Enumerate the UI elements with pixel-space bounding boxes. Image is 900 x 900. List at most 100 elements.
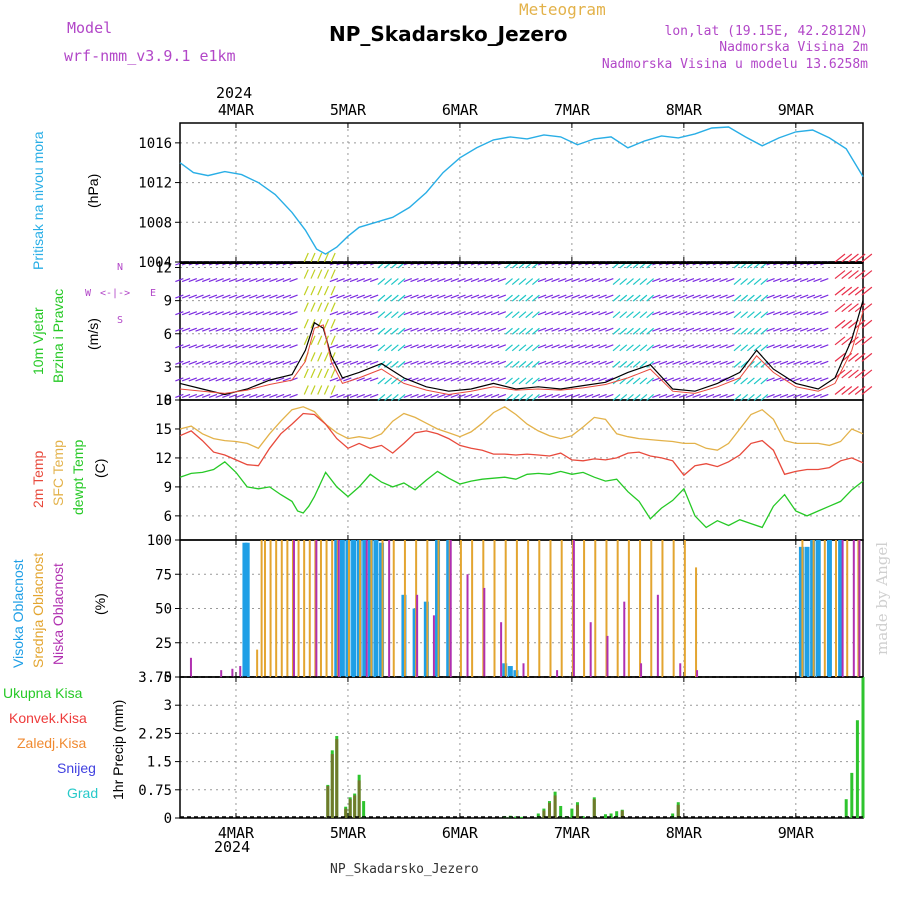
wind-arrow	[612, 294, 621, 302]
wind-arrow	[497, 393, 507, 399]
wind-arrow	[188, 311, 198, 316]
wind-arrow	[699, 277, 708, 283]
wind-arrow	[181, 344, 191, 349]
cloud-bar	[292, 540, 295, 677]
wind-arrow	[423, 294, 433, 299]
wind-arrow	[626, 394, 634, 401]
precip-bar-total	[671, 813, 675, 818]
wind-arrow	[202, 344, 211, 349]
wind-arrow	[470, 294, 480, 299]
wind-arrow	[733, 311, 742, 319]
wind-arrow	[658, 360, 668, 365]
cloud-bar	[392, 540, 395, 677]
cloud-bar	[640, 663, 643, 677]
wind-arrow	[525, 327, 534, 335]
wind-arrow	[525, 360, 534, 368]
compass-w: W	[85, 288, 92, 299]
wind-arrow	[779, 393, 789, 399]
wind-arrow	[303, 368, 309, 379]
wind-arrow	[712, 277, 722, 283]
wind-arrow	[470, 393, 480, 399]
wind-arrow	[672, 377, 681, 382]
cloud-bar	[812, 540, 815, 677]
wind-arrow	[679, 277, 688, 283]
wind-arrow	[437, 327, 446, 332]
wind-arrow	[262, 311, 271, 316]
wind-arrow	[384, 394, 393, 401]
cloud-bar	[319, 540, 322, 677]
wind-arrow	[813, 277, 822, 283]
wind-arrow	[242, 360, 251, 365]
wind-arrow	[525, 377, 534, 385]
wind-arrow	[848, 386, 859, 395]
wind-arrow	[484, 377, 493, 382]
x-tick-label-top: 5MAR	[330, 101, 367, 119]
wind-arrow	[403, 327, 412, 332]
wind-arrow	[450, 377, 460, 382]
wind-arrow	[470, 344, 480, 349]
wind-arrow	[470, 377, 480, 382]
cloud-bar	[606, 635, 609, 677]
wind-arrow	[202, 311, 211, 316]
wind-arrow	[712, 294, 722, 299]
cloud-bar	[605, 540, 608, 677]
wind-arrow	[477, 294, 486, 299]
y-tick-label: 1.5	[147, 755, 172, 771]
wind-arrow	[255, 393, 265, 399]
wind-arrow	[726, 327, 735, 332]
cloud-bar	[315, 540, 318, 677]
wind-arrow	[564, 393, 574, 399]
wind-arrow	[861, 352, 873, 362]
wind-arrow	[497, 311, 507, 316]
wind-arrow	[564, 377, 574, 382]
wind-arrow	[262, 327, 271, 332]
wind-arrow	[437, 294, 446, 299]
wind-arrow	[799, 377, 809, 382]
wind-arrow	[584, 277, 594, 283]
wind-arrow	[323, 318, 329, 329]
wind-arrow	[532, 377, 540, 385]
wind-arrow	[269, 277, 278, 283]
wind-arrow	[793, 393, 802, 399]
wind-arrow	[665, 327, 674, 332]
wind-arrow	[175, 294, 184, 299]
cloud-bar	[331, 540, 334, 677]
wind-arrow	[532, 311, 540, 319]
wind-arrow	[369, 360, 379, 365]
x-tick-label-top: 7MAR	[554, 101, 591, 119]
wind-arrow	[363, 294, 372, 299]
wind-arrow	[255, 294, 265, 299]
y-tick-label: 6	[164, 327, 172, 343]
wind-arrow	[329, 277, 339, 283]
wind-arrow	[195, 360, 204, 365]
wind-arrow	[834, 352, 846, 362]
cloud-bar	[493, 540, 496, 677]
wind-arrow	[639, 344, 648, 352]
wind-arrow	[222, 360, 231, 365]
y-tick-label: 3	[164, 360, 172, 376]
wind-arrow	[753, 360, 762, 368]
precip-bar-total	[850, 772, 854, 818]
wind-arrow	[202, 294, 211, 299]
wind-arrow	[275, 277, 285, 283]
cloud-bar	[504, 540, 507, 677]
wind-arrow	[854, 270, 866, 280]
wind-arrow	[605, 311, 614, 316]
wind-arrow	[692, 327, 701, 332]
wind-arrow	[571, 377, 580, 382]
precip-bar-convective	[592, 799, 596, 818]
wind-arrow	[652, 327, 661, 332]
wind-arrow	[410, 360, 419, 365]
wind-arrow	[733, 394, 742, 401]
wind-arrow	[505, 327, 513, 335]
wind-arrow	[336, 393, 345, 399]
wind-arrow	[457, 360, 466, 365]
wind-arrow	[747, 394, 755, 401]
wind-arrow	[578, 344, 587, 349]
wind-arrow	[390, 360, 399, 368]
wind-arrow	[377, 377, 386, 385]
wind-arrow	[363, 344, 372, 349]
wind-arrow	[437, 360, 446, 365]
y-tick-label: 1012	[138, 176, 172, 192]
wind-arrow	[779, 294, 789, 299]
